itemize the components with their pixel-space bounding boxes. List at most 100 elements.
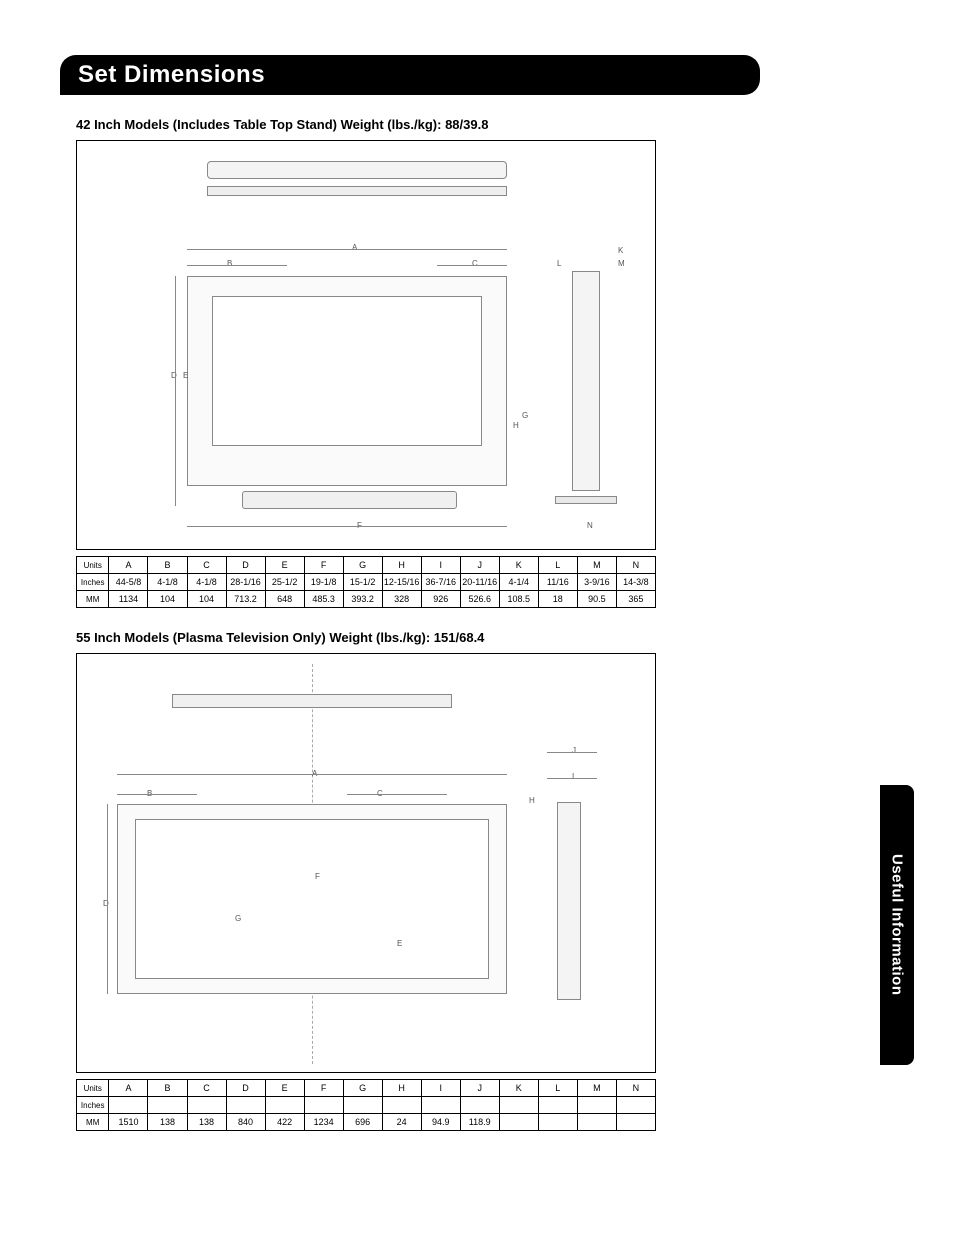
table-header: M [577,1080,616,1097]
dimensions-table-55: Units A B C D E F G H I J K L M N Inches [76,1079,656,1131]
table-cell: 648 [265,591,304,608]
dim-label: B [227,259,232,268]
table-cell: 3-9/16 [577,574,616,591]
table-row: MM 1510 138 138 840 422 1234 696 24 94.9… [77,1114,656,1131]
dim-label: N [587,521,593,530]
dim-label: J [572,746,576,755]
table-cell [187,1097,226,1114]
table-header: F [304,1080,343,1097]
table-row: MM 1134 104 104 713.2 648 485.3 393.2 32… [77,591,656,608]
table-cell: 94.9 [421,1114,460,1131]
table-header: M [577,557,616,574]
table-cell [577,1097,616,1114]
dim-label: E [183,371,188,380]
table-header: H [382,557,421,574]
table-cell: 44-5/8 [109,574,148,591]
table-cell [148,1097,187,1114]
dim-label: F [315,872,320,881]
dim-label: G [235,914,241,923]
table-cell: 926 [421,591,460,608]
side-tab-useful-information: Useful Information [880,785,914,1065]
dim-label: G [522,411,528,420]
table-header: C [187,1080,226,1097]
table-header: B [148,557,187,574]
table-cell: 108.5 [499,591,538,608]
dim-label: E [397,939,402,948]
dim-label: M [618,259,625,268]
table-header: J [460,1080,499,1097]
table-header: K [499,1080,538,1097]
table-cell: 18 [538,591,577,608]
table-cell [538,1114,577,1131]
model-55-heading: 55 Inch Models (Plasma Television Only) … [76,630,894,645]
table-cell [382,1097,421,1114]
table-cell: 328 [382,591,421,608]
table-cell [499,1097,538,1114]
table-cell: 36-7/16 [421,574,460,591]
table-cell: 20-11/16 [460,574,499,591]
table-cell: 11/16 [538,574,577,591]
table-cell: 28-1/16 [226,574,265,591]
table-cell: 4-1/8 [148,574,187,591]
table-header: G [343,1080,382,1097]
table-cell: 138 [187,1114,226,1131]
table-cell: 4-1/4 [499,574,538,591]
table-header: A [109,557,148,574]
table-cell [499,1114,538,1131]
table-cell: 24 [382,1114,421,1131]
table-cell: 104 [187,591,226,608]
table-cell: 25-1/2 [265,574,304,591]
table-cell: 15-1/2 [343,574,382,591]
dim-label: A [352,243,357,252]
table-cell [343,1097,382,1114]
table-header: Units [77,1080,109,1097]
diagram-42inch: A B C D E F G H K L M N [76,140,656,550]
table-header: E [265,1080,304,1097]
table-cell: 1234 [304,1114,343,1131]
table-cell [421,1097,460,1114]
table-header: N [616,1080,655,1097]
table-header: E [265,557,304,574]
table-cell [577,1114,616,1131]
table-cell: 840 [226,1114,265,1131]
table-cell: 118.9 [460,1114,499,1131]
table-cell: 393.2 [343,591,382,608]
diagram-55inch: A B C D E F G H I J [76,653,656,1073]
table-cell: 4-1/8 [187,574,226,591]
dim-label: L [557,259,561,268]
table-cell [265,1097,304,1114]
table-cell: MM [77,1114,109,1131]
table-header: L [538,1080,577,1097]
table-header: I [421,557,460,574]
table-cell [460,1097,499,1114]
dim-label: H [529,796,535,805]
table-header: J [460,557,499,574]
table-header: Units [77,557,109,574]
table-header: N [616,557,655,574]
table-row: Units A B C D E F G H I J K L M N [77,1080,656,1097]
table-cell: 104 [148,591,187,608]
table-header: B [148,1080,187,1097]
table-cell: Inches [77,574,109,591]
section-title: Set Dimensions [60,55,760,95]
table-cell: Inches [77,1097,109,1114]
table-cell [616,1097,655,1114]
table-row: Units A B C D E F G H I J K L M N [77,557,656,574]
table-cell: MM [77,591,109,608]
table-header: A [109,1080,148,1097]
table-cell: 713.2 [226,591,265,608]
table-cell [226,1097,265,1114]
table-cell: 19-1/8 [304,574,343,591]
table-header: F [304,557,343,574]
table-header: L [538,557,577,574]
table-cell [538,1097,577,1114]
dim-label: C [472,259,478,268]
dim-label: I [572,772,574,781]
table-cell: 422 [265,1114,304,1131]
table-header: I [421,1080,460,1097]
table-cell [304,1097,343,1114]
table-cell: 90.5 [577,591,616,608]
table-cell: 1510 [109,1114,148,1131]
side-tab-label: Useful Information [889,854,906,996]
table-header: G [343,557,382,574]
